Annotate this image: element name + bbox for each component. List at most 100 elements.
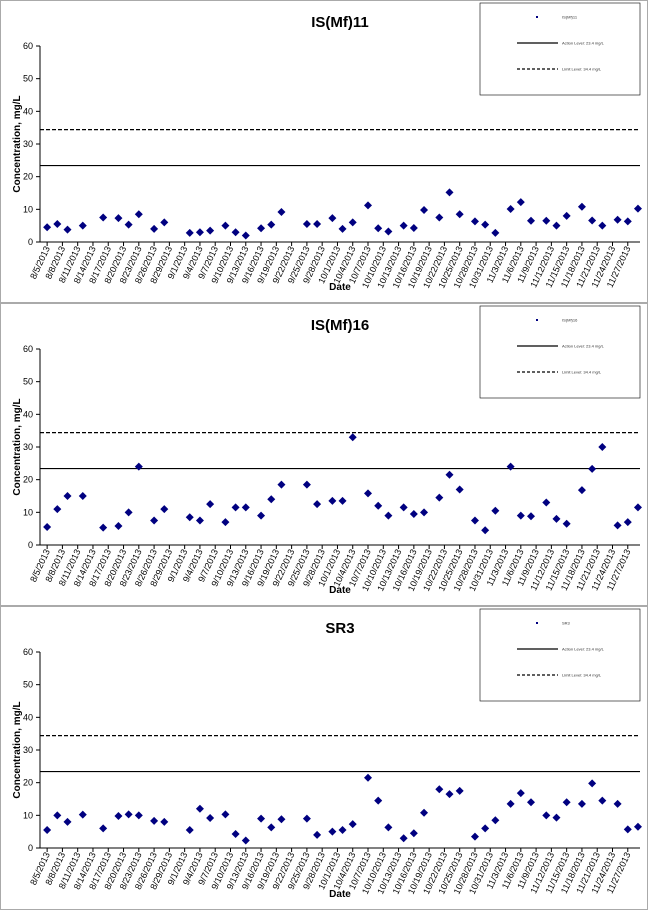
legend-label: IS(Mf)11 (562, 15, 578, 20)
x-axis-label: Date (329, 585, 351, 596)
data-point (623, 518, 632, 527)
y-tick-label: 60 (23, 344, 33, 354)
data-point (63, 817, 72, 826)
y-axis-label: Concentration, mg/L (12, 398, 23, 495)
legend-marker (536, 622, 538, 624)
legend-label: Limit Level: 34.4 mg/L (562, 370, 602, 375)
x-axis-label: Date (329, 889, 351, 900)
data-point (277, 207, 286, 216)
data-point (384, 823, 393, 832)
y-tick-label: 50 (23, 74, 33, 84)
data-point (338, 826, 347, 835)
data-point (206, 813, 215, 822)
data-point (114, 811, 123, 820)
data-point (78, 810, 87, 819)
data-point (302, 480, 311, 489)
legend-label: Limit Level: 34.4 mg/L (562, 673, 602, 678)
data-point (455, 786, 464, 795)
data-point (328, 214, 337, 223)
data-point (257, 224, 266, 233)
legend-label: SR3 (562, 621, 571, 626)
data-point (328, 496, 337, 505)
data-point (399, 834, 408, 843)
data-point (364, 489, 373, 498)
data-point (374, 501, 383, 510)
data-point (623, 825, 632, 834)
data-point (267, 495, 276, 504)
y-axis-label: Concentration, mg/L (12, 701, 23, 798)
data-point (277, 480, 286, 489)
data-point (63, 492, 72, 500)
data-point (257, 814, 266, 823)
data-point (43, 523, 52, 532)
data-point (313, 830, 322, 839)
chart-title: SR3 (325, 620, 354, 637)
data-point (552, 813, 561, 822)
data-point (384, 227, 393, 236)
data-point (241, 836, 250, 845)
y-tick-label: 0 (28, 540, 33, 550)
data-point (348, 820, 357, 829)
data-point (633, 204, 642, 213)
data-point (506, 205, 515, 214)
legend-label: Action Level: 23.4 mg/L (562, 344, 605, 349)
data-point (588, 216, 597, 225)
y-tick-label: 40 (23, 409, 33, 419)
data-point (195, 516, 204, 525)
data-point (257, 511, 266, 520)
data-point (491, 816, 500, 825)
data-point (623, 217, 632, 226)
data-point (491, 506, 500, 515)
data-point (577, 202, 586, 211)
data-point (420, 808, 429, 817)
y-tick-label: 0 (28, 843, 33, 853)
data-point (445, 790, 454, 799)
data-point (231, 503, 240, 512)
data-point (206, 500, 215, 509)
data-point (409, 829, 418, 838)
legend-label: Limit Level: 34.4 mg/L (562, 67, 602, 72)
data-point (53, 220, 62, 229)
data-point (491, 228, 500, 237)
data-point (527, 512, 536, 521)
data-point (338, 224, 347, 233)
data-point (134, 210, 143, 219)
chart-title: IS(Mf)11 (311, 14, 369, 31)
chart-panel: IS(Mf)11 0 10 20 30 40 50 60 Concentration, mg/L… (0, 0, 648, 303)
y-tick-label: 0 (28, 237, 33, 247)
y-tick-label: 60 (23, 647, 33, 657)
data-point (588, 464, 597, 473)
y-tick-label: 10 (23, 810, 33, 820)
data-point (409, 223, 418, 232)
data-point (302, 814, 311, 823)
data-point (134, 462, 143, 471)
data-point (577, 486, 586, 495)
data-point (455, 485, 464, 494)
data-point (348, 218, 357, 227)
data-point (542, 811, 551, 820)
y-tick-label: 50 (23, 680, 33, 690)
data-point (241, 231, 250, 240)
x-axis-label: Date (329, 282, 351, 293)
y-tick-label: 20 (23, 172, 33, 182)
data-point (470, 516, 479, 525)
data-point (399, 503, 408, 512)
data-point (78, 221, 87, 230)
y-tick-label: 40 (23, 106, 33, 116)
data-point (267, 220, 276, 229)
data-point (552, 221, 561, 230)
data-point (435, 785, 444, 794)
legend-box (479, 608, 641, 702)
data-point (542, 216, 551, 225)
data-point (99, 523, 108, 532)
data-point (445, 470, 454, 479)
data-point (588, 779, 597, 788)
data-point (53, 811, 62, 820)
data-point (470, 832, 479, 841)
data-point (160, 817, 169, 826)
data-point (114, 214, 123, 223)
data-point (231, 829, 240, 838)
data-point (150, 224, 159, 233)
data-point (506, 462, 515, 471)
